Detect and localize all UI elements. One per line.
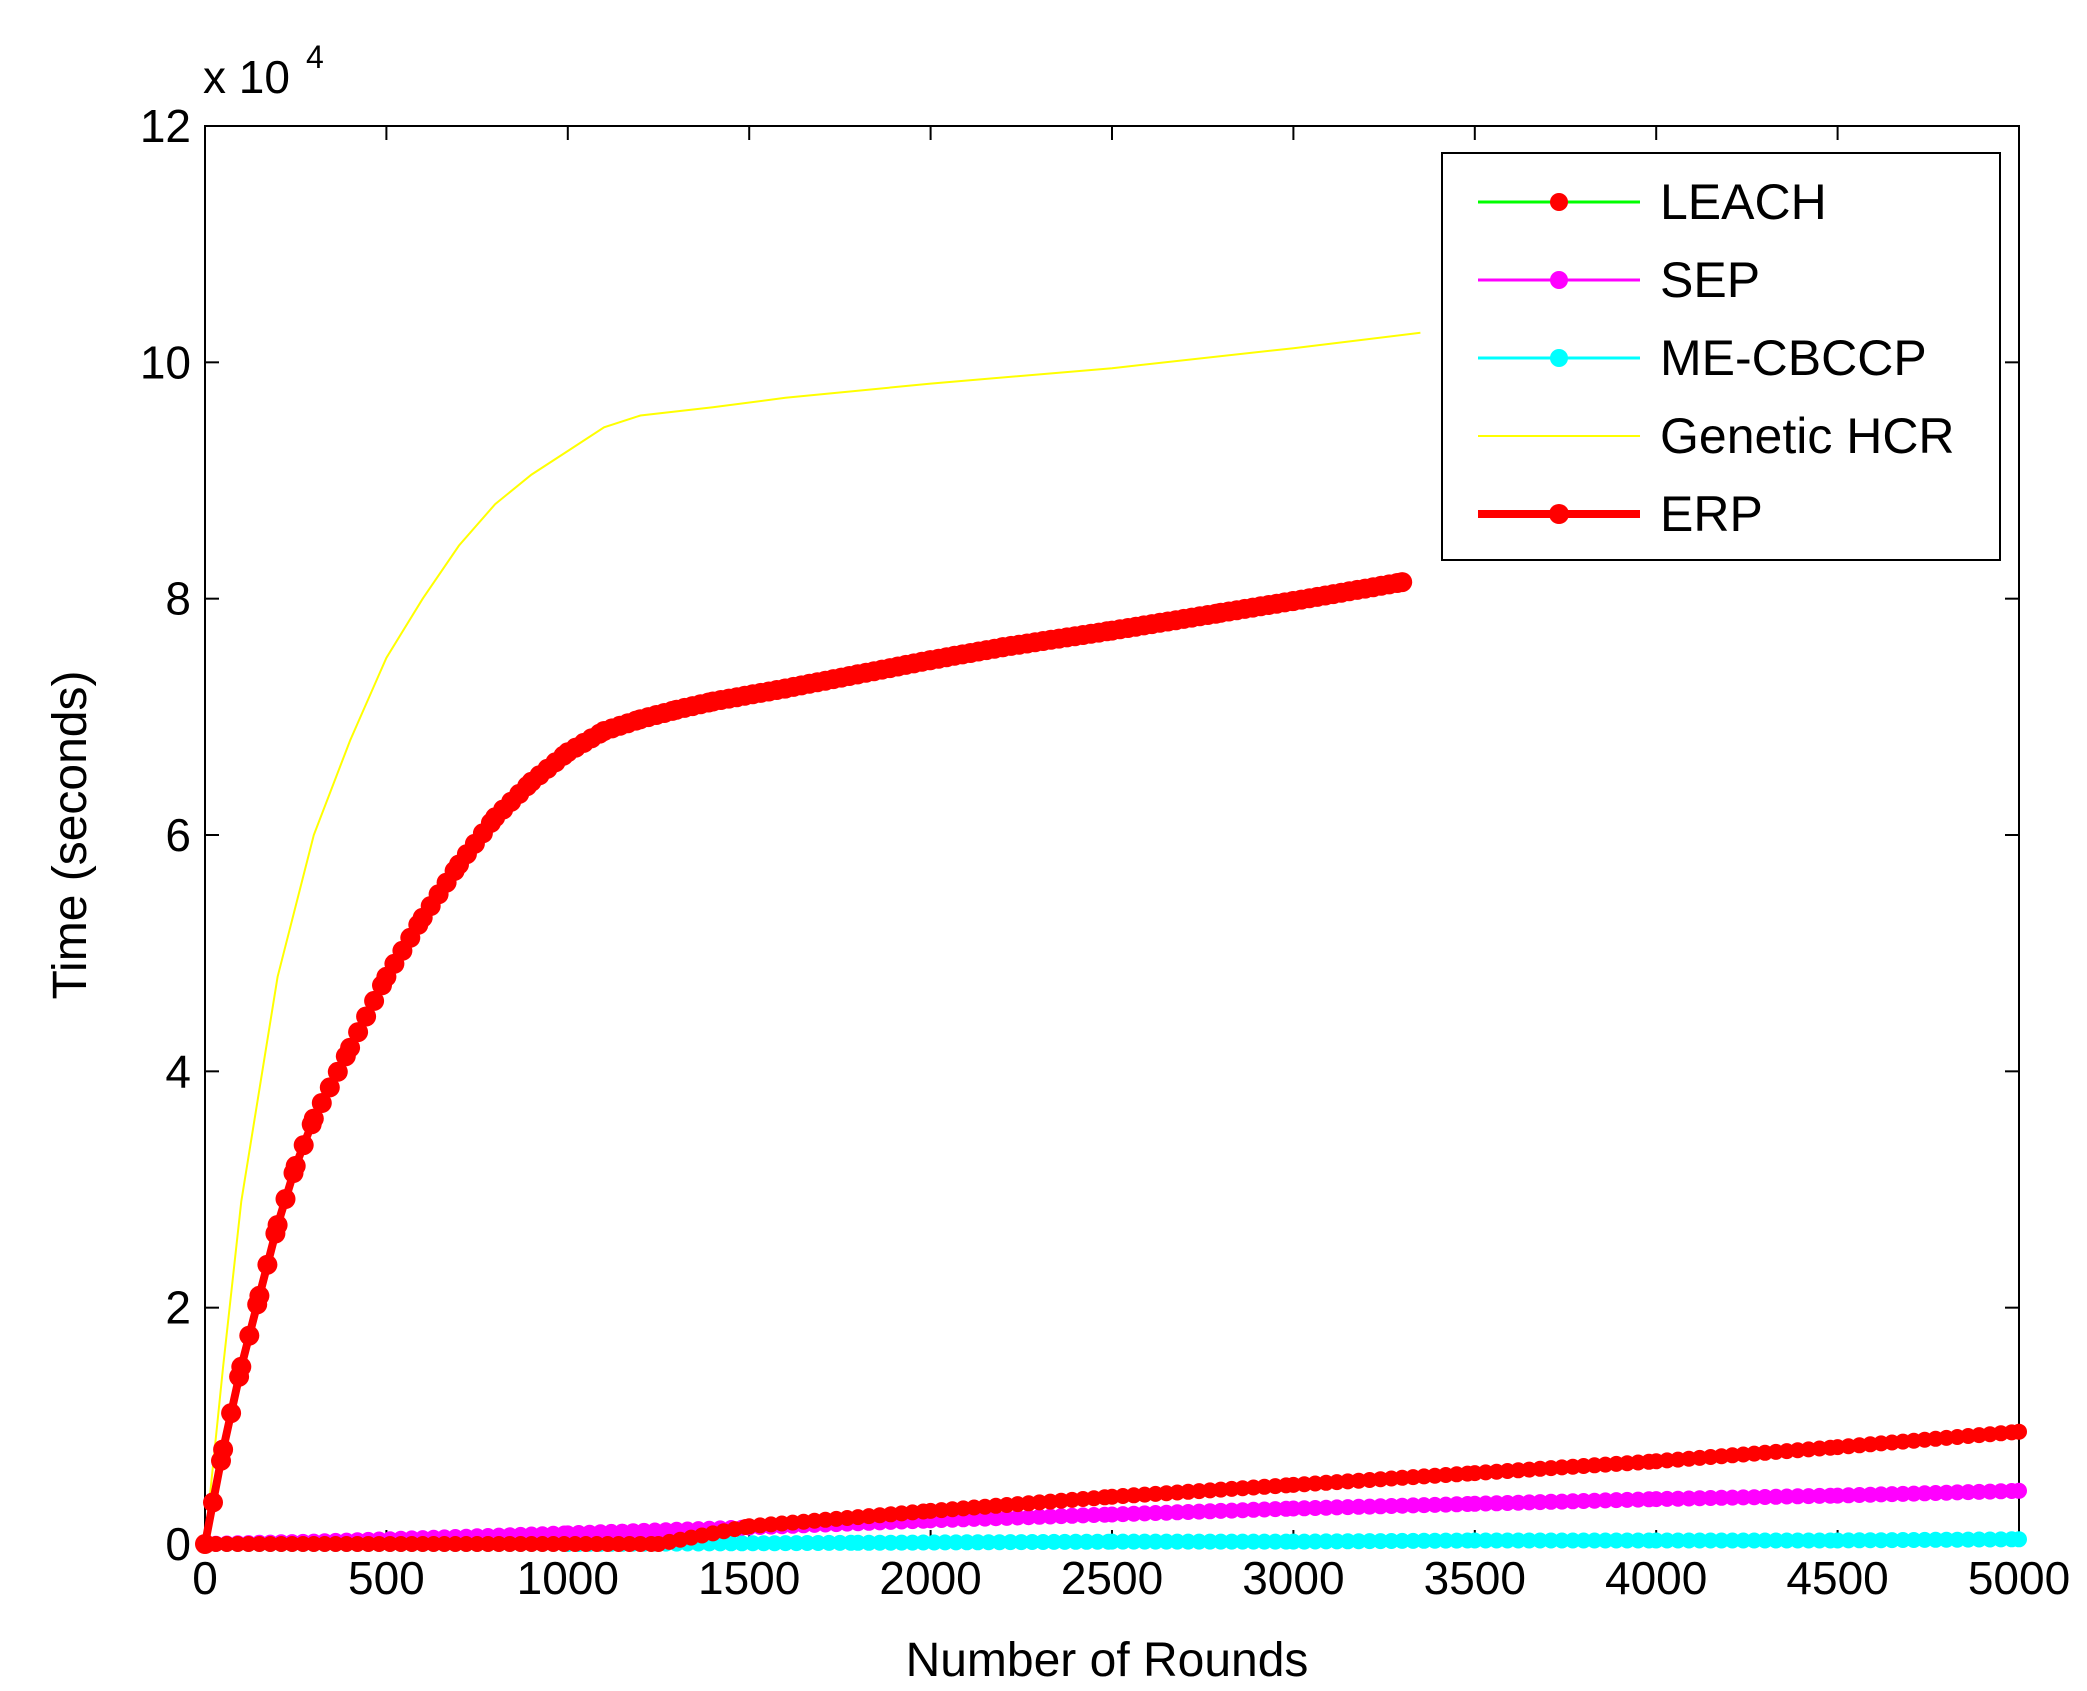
- x-tick-label: 3500: [1424, 1552, 1526, 1604]
- legend-label: Genetic HCR: [1660, 408, 1955, 464]
- legend-item: Genetic HCR: [1478, 408, 1955, 464]
- legend-item: LEACH: [1478, 174, 1827, 230]
- series-leach: [197, 1423, 2027, 1552]
- data-point: [195, 1534, 215, 1554]
- x-axis: 0 500 1000 1500 2000 2500 3000 3500 4000 4500 5000: [192, 126, 2070, 1604]
- data-point: [327, 1061, 348, 1082]
- data-point: [340, 1037, 361, 1058]
- x-tick-label: 4500: [1786, 1552, 1888, 1604]
- y-tick-label: 4: [165, 1045, 191, 1097]
- legend-label: LEACH: [1660, 174, 1827, 230]
- x-tick-label: 0: [192, 1552, 218, 1604]
- legend-item: ERP: [1478, 486, 1763, 542]
- y-axis: 0 2 4 6 8 10 12: [140, 100, 2019, 1570]
- data-point: [249, 1285, 270, 1306]
- legend-marker: [1550, 349, 1568, 367]
- series-line: [204, 331, 1421, 1545]
- data-point: [257, 1254, 278, 1275]
- legend-marker: [1549, 504, 1569, 524]
- y-multiplier-label: x 10: [203, 51, 290, 103]
- x-tick-label: 2000: [879, 1552, 981, 1604]
- data-point: [311, 1093, 332, 1113]
- data-point: [239, 1325, 260, 1346]
- y-tick-label: 10: [140, 336, 191, 388]
- y-tick-label: 6: [165, 809, 191, 861]
- data-point: [1392, 572, 1413, 593]
- legend-label: ERP: [1660, 486, 1763, 542]
- y-tick-label: 2: [165, 1282, 191, 1334]
- data-point: [221, 1403, 242, 1424]
- legend-marker: [1550, 193, 1568, 211]
- x-tick-label: 3000: [1242, 1552, 1344, 1604]
- data-point: [293, 1135, 314, 1156]
- series-genetic-hcr: [204, 331, 1421, 1545]
- y-tick-label: 0: [165, 1518, 191, 1570]
- legend-label: ME-CBCCP: [1660, 330, 1927, 386]
- y-tick-label: 8: [165, 573, 191, 625]
- legend-marker: [1550, 271, 1568, 289]
- x-tick-label: 1000: [517, 1552, 619, 1604]
- series-layer: [195, 331, 2027, 1554]
- data-point: [285, 1155, 306, 1176]
- data-point: [267, 1215, 288, 1235]
- legend-label: SEP: [1660, 252, 1760, 308]
- x-tick-label: 500: [348, 1552, 425, 1604]
- x-tick-label: 1500: [698, 1552, 800, 1604]
- y-tick-label: 12: [140, 100, 191, 152]
- data-point: [2011, 1531, 2027, 1548]
- data-point: [364, 990, 385, 1011]
- series-erp: [195, 572, 1413, 1554]
- data-point: [213, 1439, 234, 1460]
- data-point: [203, 1492, 223, 1513]
- x-tick-label: 5000: [1968, 1552, 2070, 1604]
- x-tick-label: 2500: [1061, 1552, 1163, 1604]
- x-axis-label: Number of Rounds: [906, 1634, 1309, 1687]
- data-point: [2011, 1482, 2027, 1499]
- legend-item: SEP: [1478, 252, 1760, 308]
- data-point: [231, 1356, 252, 1377]
- data-point: [356, 1006, 377, 1027]
- data-point: [275, 1189, 296, 1209]
- data-point: [348, 1022, 369, 1043]
- data-point: [303, 1108, 324, 1129]
- y-axis-label: Time (seconds): [44, 671, 97, 1000]
- x-tick-label: 4000: [1605, 1552, 1707, 1604]
- y-multiplier-exponent: 4: [306, 39, 324, 75]
- legend: LEACH SEP ME-CBCCP Genetic HCR ERP: [1441, 152, 2001, 561]
- data-point: [319, 1077, 340, 1098]
- legend-item: ME-CBCCP: [1478, 330, 1927, 386]
- data-point: [2011, 1423, 2027, 1440]
